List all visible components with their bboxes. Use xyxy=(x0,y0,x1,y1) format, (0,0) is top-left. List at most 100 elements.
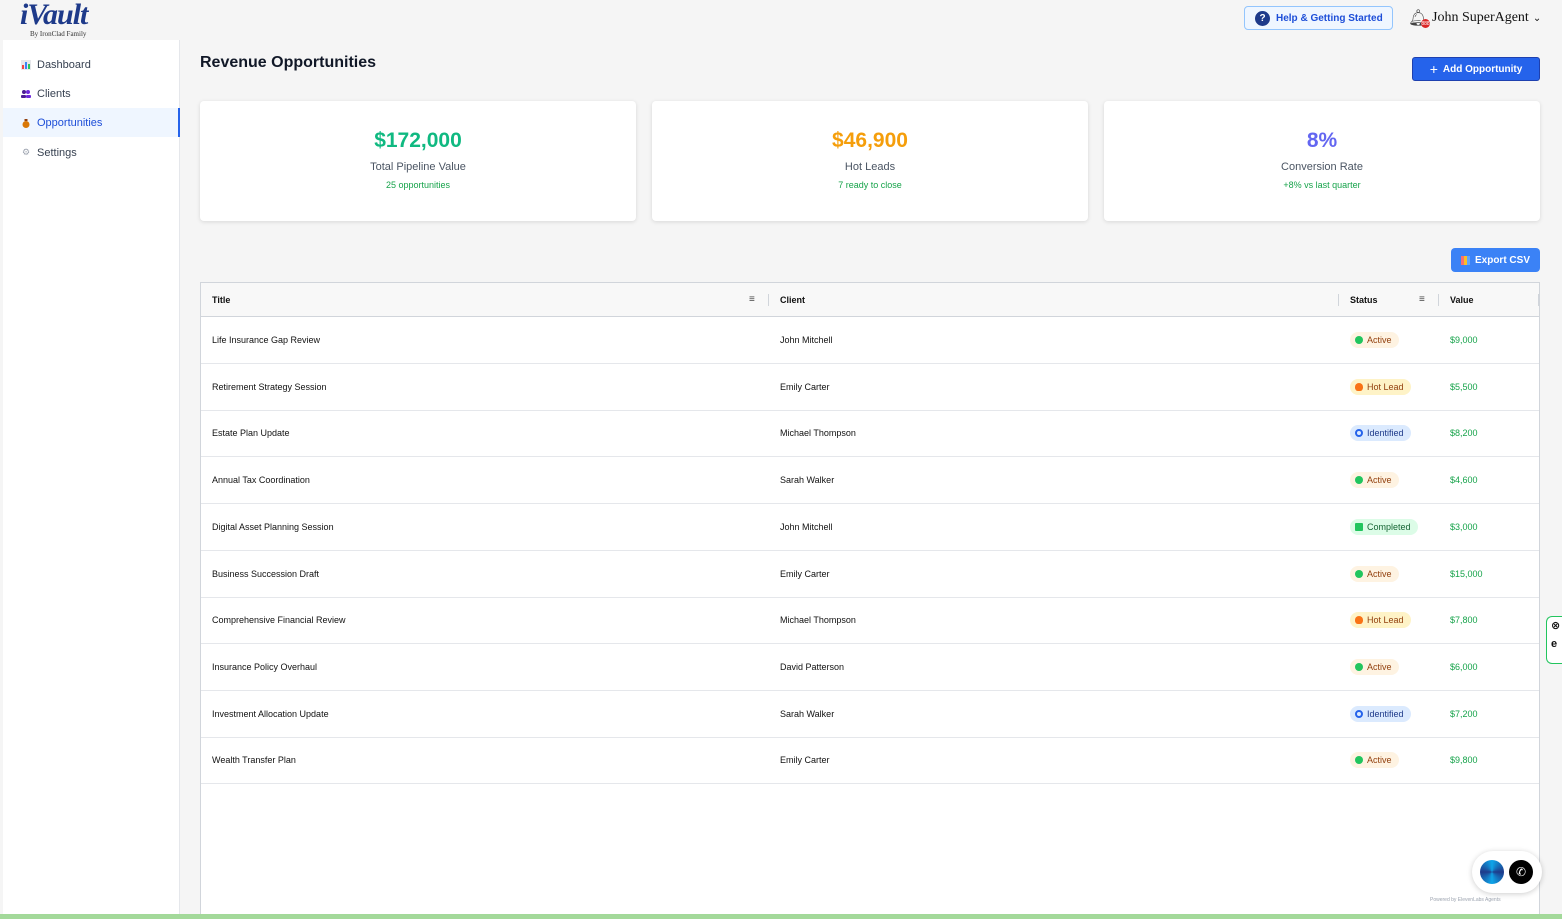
spreadsheet-icon xyxy=(1460,255,1470,265)
cell-value: $7,200 xyxy=(1450,708,1478,719)
table-row[interactable]: Annual Tax Coordination Sarah Walker Activ… xyxy=(201,457,1539,505)
help-button[interactable]: ? Help & Getting Started xyxy=(1244,6,1393,30)
status-badge: Active xyxy=(1350,752,1399,769)
table-row[interactable]: Estate Plan Update Michael Thompson Identi… xyxy=(201,410,1539,458)
side-extension-tab[interactable]: ⊗ e xyxy=(1546,616,1562,664)
notification-bell[interactable]: 🔔︎ 888 xyxy=(1408,8,1430,28)
phone-icon[interactable]: ✆ xyxy=(1509,860,1533,884)
column-header-client[interactable]: Client xyxy=(780,295,806,305)
cell-client: David Patterson xyxy=(780,661,845,672)
green-circle-icon xyxy=(1355,476,1363,485)
status-label: Identified xyxy=(1367,428,1404,439)
cell-client: Sarah Walker xyxy=(780,475,835,486)
column-resizer[interactable] xyxy=(1338,294,1339,306)
stat-subtext: 7 ready to close xyxy=(838,180,902,190)
column-header-title[interactable]: Title xyxy=(212,295,231,305)
status-badge: Identified xyxy=(1350,705,1411,722)
green-circle-icon xyxy=(1355,662,1363,671)
cell-client: Sarah Walker xyxy=(780,708,835,719)
sidebar-item-label: Clients xyxy=(37,87,71,100)
stat-subtext: 25 opportunities xyxy=(385,180,451,190)
user-name: John SuperAgent xyxy=(1432,10,1529,25)
column-header-value[interactable]: Value xyxy=(1450,295,1474,305)
sidebar-item-dashboard[interactable]: Dashboard xyxy=(3,50,180,79)
status-label: Completed xyxy=(1367,521,1411,532)
cell-status: Completed xyxy=(1350,504,1418,550)
table-row[interactable]: Comprehensive Financial Review Michael Th… xyxy=(201,597,1539,645)
table-row[interactable]: Retirement Strategy Session Emily Carter H… xyxy=(201,364,1539,411)
stat-label: Hot Leads xyxy=(844,161,896,173)
cell-title: Retirement Strategy Session xyxy=(212,381,327,392)
sidebar-item-settings[interactable]: ⚙ Settings xyxy=(3,138,180,167)
cell-value: $7,800 xyxy=(1450,615,1478,626)
status-badge: Active xyxy=(1350,332,1399,348)
sidebar-item-clients[interactable]: Clients xyxy=(3,79,180,108)
agent-orb-icon[interactable] xyxy=(1480,860,1504,884)
cell-client: Emily Carter xyxy=(780,568,830,579)
question-icon: ? xyxy=(1255,10,1270,26)
stat-subtext: +8% vs last quarter xyxy=(1283,180,1361,190)
cell-value: $4,600 xyxy=(1450,475,1478,486)
logo[interactable]: iVault By IronClad Family xyxy=(20,0,130,40)
logo-text: iVault xyxy=(20,0,88,31)
status-badge: Hot Lead xyxy=(1350,378,1411,395)
sidebar-item-opportunities[interactable]: Opportunities xyxy=(3,108,180,137)
stat-card-conversion: 8% Conversion Rate +8% vs last quarter xyxy=(1104,101,1540,221)
status-label: Active xyxy=(1367,661,1392,672)
fire-icon xyxy=(1355,616,1363,625)
column-header-status[interactable]: Status xyxy=(1350,295,1378,305)
close-icon[interactable]: ⊗ xyxy=(1551,620,1561,632)
magnifier-icon xyxy=(1355,429,1363,438)
cell-title: Business Succession Draft xyxy=(212,568,320,579)
magnifier-icon xyxy=(1355,709,1363,718)
cell-status: Identified xyxy=(1350,410,1411,456)
cell-value: $8,200 xyxy=(1450,428,1478,439)
cell-value: $9,000 xyxy=(1450,335,1478,345)
filter-icon[interactable]: ≡ xyxy=(1419,294,1425,305)
status-badge: Active xyxy=(1350,565,1399,582)
column-resizer[interactable] xyxy=(1438,294,1439,306)
cell-title: Digital Asset Planning Session xyxy=(212,521,334,532)
cell-title: Comprehensive Financial Review xyxy=(212,615,346,626)
cell-status: Active xyxy=(1350,317,1399,363)
status-label: Active xyxy=(1367,568,1392,579)
export-csv-button[interactable]: Export CSV xyxy=(1451,248,1540,272)
table-row[interactable]: Investment Allocation Update Sarah Walker… xyxy=(201,691,1539,738)
column-resizer[interactable] xyxy=(768,294,769,306)
cell-status: Identified xyxy=(1350,691,1411,737)
table-row[interactable]: Business Succession Draft Emily Carter Act… xyxy=(201,551,1539,598)
status-label: Identified xyxy=(1367,708,1404,719)
stat-card-pipeline: $172,000 Total Pipeline Value 25 opportu… xyxy=(200,101,636,221)
status-label: Active xyxy=(1367,755,1392,766)
sidebar: Dashboard Clients Opportunities ⚙ Settin… xyxy=(3,40,180,919)
table-row[interactable]: Insurance Policy Overhaul David Patterson… xyxy=(201,644,1539,691)
table-row[interactable]: Wealth Transfer Plan Emily Carter Active $9… xyxy=(201,737,1539,785)
table-row[interactable]: Digital Asset Planning Session John Mitch… xyxy=(201,504,1539,551)
page-title: Revenue Opportunities xyxy=(200,54,377,71)
plus-icon: + xyxy=(1429,61,1438,77)
stat-card-hot-leads: $46,900 Hot Leads 7 ready to close xyxy=(652,101,1088,221)
column-resizer[interactable] xyxy=(1538,294,1539,306)
add-opportunity-button[interactable]: + Add Opportunity xyxy=(1412,57,1540,81)
sidebar-item-label: Settings xyxy=(37,146,77,159)
user-menu[interactable]: 🔔︎ 888 John SuperAgent ⌄ xyxy=(1408,8,1541,28)
voice-agent-widget[interactable]: ✆ xyxy=(1472,851,1542,893)
cell-client: Emily Carter xyxy=(780,755,830,766)
money-bag-icon xyxy=(21,118,31,128)
table-row[interactable]: Life Insurance Gap Review John Mitchell Ac… xyxy=(201,317,1539,364)
fire-icon xyxy=(1355,382,1363,391)
users-icon xyxy=(21,89,31,99)
powered-by-label[interactable]: Powered by ElevenLabs Agents xyxy=(1430,897,1501,903)
filter-icon[interactable]: ≡ xyxy=(749,294,755,305)
cell-status: Active xyxy=(1350,551,1399,597)
cell-status: Active xyxy=(1350,644,1399,690)
green-circle-icon xyxy=(1355,756,1363,765)
stat-value: $46,900 xyxy=(832,129,908,152)
cell-title: Annual Tax Coordination xyxy=(212,475,310,486)
green-circle-icon xyxy=(1355,569,1363,578)
bottom-strip xyxy=(0,914,1562,919)
cell-client: John Mitchell xyxy=(780,521,833,532)
cell-status: Active xyxy=(1350,457,1399,503)
export-label: Export CSV xyxy=(1474,254,1530,266)
extension-icon[interactable]: e xyxy=(1551,638,1558,650)
